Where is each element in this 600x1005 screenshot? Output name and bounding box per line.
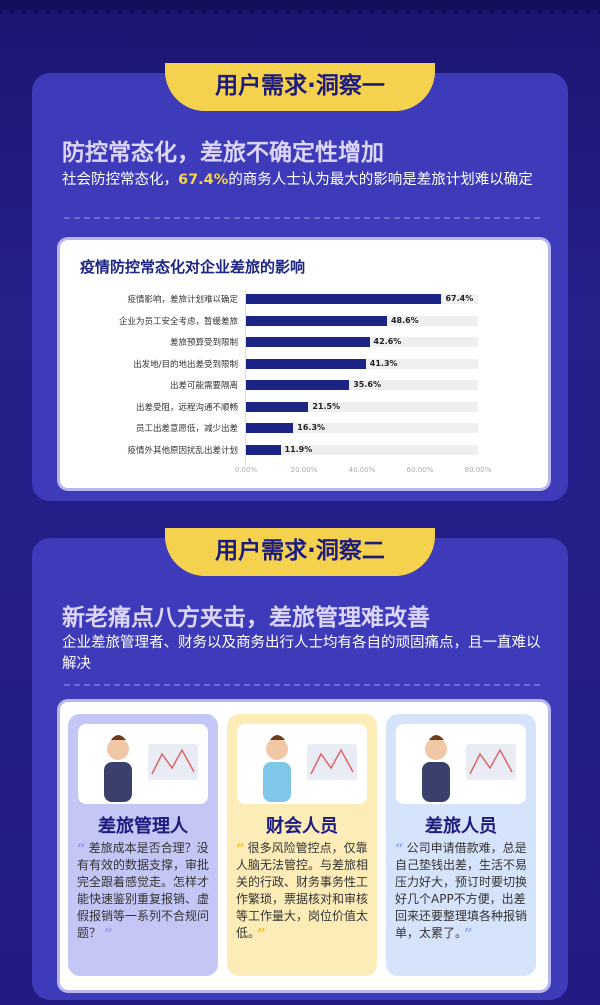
bar-label: 企业为员工安全考虑，暂缓差旅 [118, 316, 238, 327]
bar-track [246, 444, 478, 455]
persona-illustration [396, 724, 526, 804]
divider [64, 684, 540, 686]
divider [64, 217, 540, 219]
quote-open-icon: “ [395, 840, 404, 858]
persona-name: 差旅管理人 [98, 816, 188, 837]
persona-illustration [237, 724, 367, 804]
persona-quote: “差旅成本是否合理？没有有效的数据支撑，审批完全跟着感觉走。怎样才能快速鉴别重复… [77, 840, 211, 942]
section-subtitle: 社会防控常态化，67.4%的商务人士认为最大的影响是差旅计划难以确定 [62, 170, 542, 191]
x-tick-label: 40.00% [348, 466, 376, 474]
bar-value-label: 67.4% [445, 294, 474, 303]
bar-label: 出差受阻，远程沟通不顺畅 [135, 402, 238, 413]
bar-value-label: 41.3% [369, 358, 398, 368]
bar-label: 出差可能需要隔离 [169, 381, 238, 391]
x-tick-label: 0.00% [234, 466, 258, 474]
bar-value-label: 21.5% [312, 401, 341, 411]
subtitle-highlight: 67.4% [178, 172, 229, 188]
bar [246, 380, 350, 390]
bar [246, 337, 370, 347]
bar-label: 出发地/目的地出差受到限制 [133, 359, 238, 370]
quote-open-icon: “ [236, 840, 245, 858]
bar [246, 401, 309, 412]
quote-open-icon: “ [77, 840, 86, 858]
persona-card: 差旅管理人 “差旅成本是否合理？没有有效的数据支撑，审批完全跟着感觉走。怎样才能… [68, 714, 218, 976]
quote-close-icon: ” [464, 925, 473, 943]
section-badge: 用户需求·洞察二 [165, 528, 435, 576]
section-title: 新老痛点八方夹击，差旅管理难改善 [62, 605, 430, 631]
bar-value-label: 16.3% [297, 423, 326, 432]
x-tick-label: 80.00% [464, 466, 492, 474]
subtitle-text: 社会防控常态化， [62, 172, 178, 188]
x-tick-label: 20.00% [290, 466, 318, 474]
bar-track [246, 380, 478, 390]
insight-card-2: 用户需求·洞察二 新老痛点八方夹击，差旅管理难改善 企业差旅管理者、财务以及商务… [32, 528, 568, 1000]
personas-panel: 差旅管理人 “差旅成本是否合理？没有有效的数据支撑，审批完全跟着感觉走。怎样才能… [60, 702, 548, 990]
quote-close-icon: ” [257, 925, 266, 943]
x-tick-label: 60.00% [406, 466, 434, 474]
persona-card: 差旅人员 “公司申请借款难，总是自己垫钱出差，生活不易压力好大，预订时要切换好几… [386, 714, 536, 976]
persona-illustration [78, 724, 208, 804]
insight-card-1: 用户需求·洞察一 防控常态化，差旅不确定性增加 社会防控常态化，67.4%的商务… [32, 63, 568, 501]
section-badge: 用户需求·洞察一 [165, 63, 435, 111]
bar-label: 差旅预算受到限制 [169, 338, 238, 348]
bar [246, 358, 366, 369]
bar-track [246, 401, 478, 412]
bar-label: 疫情外其他原因扰乱出差计划 [127, 445, 238, 456]
bar [246, 444, 281, 455]
chart-axis-line [245, 290, 246, 465]
section-title: 防控常态化，差旅不确定性增加 [62, 140, 384, 166]
bar-label: 疫情影响，差旅计划难以确定 [127, 295, 238, 305]
subtitle-text: 的商务人士认为最大的影响是差旅计划难以确定 [228, 172, 533, 188]
persona-text: 差旅成本是否合理？没有有效的数据支撑，审批完全跟着感觉走。怎样才能快速鉴别重复报… [77, 841, 210, 940]
persona-quote: “公司申请借款难，总是自己垫钱出差，生活不易压力好大，预订时要切换好几个APP不… [395, 840, 529, 942]
quote-close-icon: ” [104, 925, 113, 943]
chart-panel: 疫情防控常态化对企业差旅的影响 疫情影响，差旅计划难以确定 67.4% 企业为员工… [60, 240, 548, 488]
scalloped-border [0, 0, 600, 14]
section-subtitle: 企业差旅管理者、财务以及商务出行人士均有各自的顽固痛点，且一直难以解决 [62, 635, 541, 672]
bar-value-label: 11.9% [284, 444, 313, 454]
bar-label: 员工出差意愿低，减少出差 [135, 424, 238, 434]
bar [246, 315, 387, 326]
bar-value-label: 42.6% [373, 337, 402, 346]
bar-value-label: 35.6% [353, 380, 381, 389]
persona-card: 财会人员 “很多风险管控点，仅靠人脑无法管控。与差旅相关的行政、财务事务性工作繁… [227, 714, 377, 976]
persona-name: 差旅人员 [425, 816, 497, 837]
persona-text: 很多风险管控点，仅靠人脑无法管控。与差旅相关的行政、财务事务性工作繁琐，票据核对… [236, 841, 369, 940]
persona-text: 公司申请借款难，总是自己垫钱出差，生活不易压力好大，预订时要切换好几个APP不方… [395, 841, 528, 940]
persona-quote: “很多风险管控点，仅靠人脑无法管控。与差旅相关的行政、财务事务性工作繁琐，票据核… [236, 840, 370, 942]
bar [246, 423, 294, 433]
bar-value-label: 48.6% [390, 315, 419, 325]
bar [246, 294, 442, 304]
persona-name: 财会人员 [266, 816, 338, 837]
bar-track [246, 423, 478, 433]
chart-title: 疫情防控常态化对企业差旅的影响 [80, 258, 306, 276]
